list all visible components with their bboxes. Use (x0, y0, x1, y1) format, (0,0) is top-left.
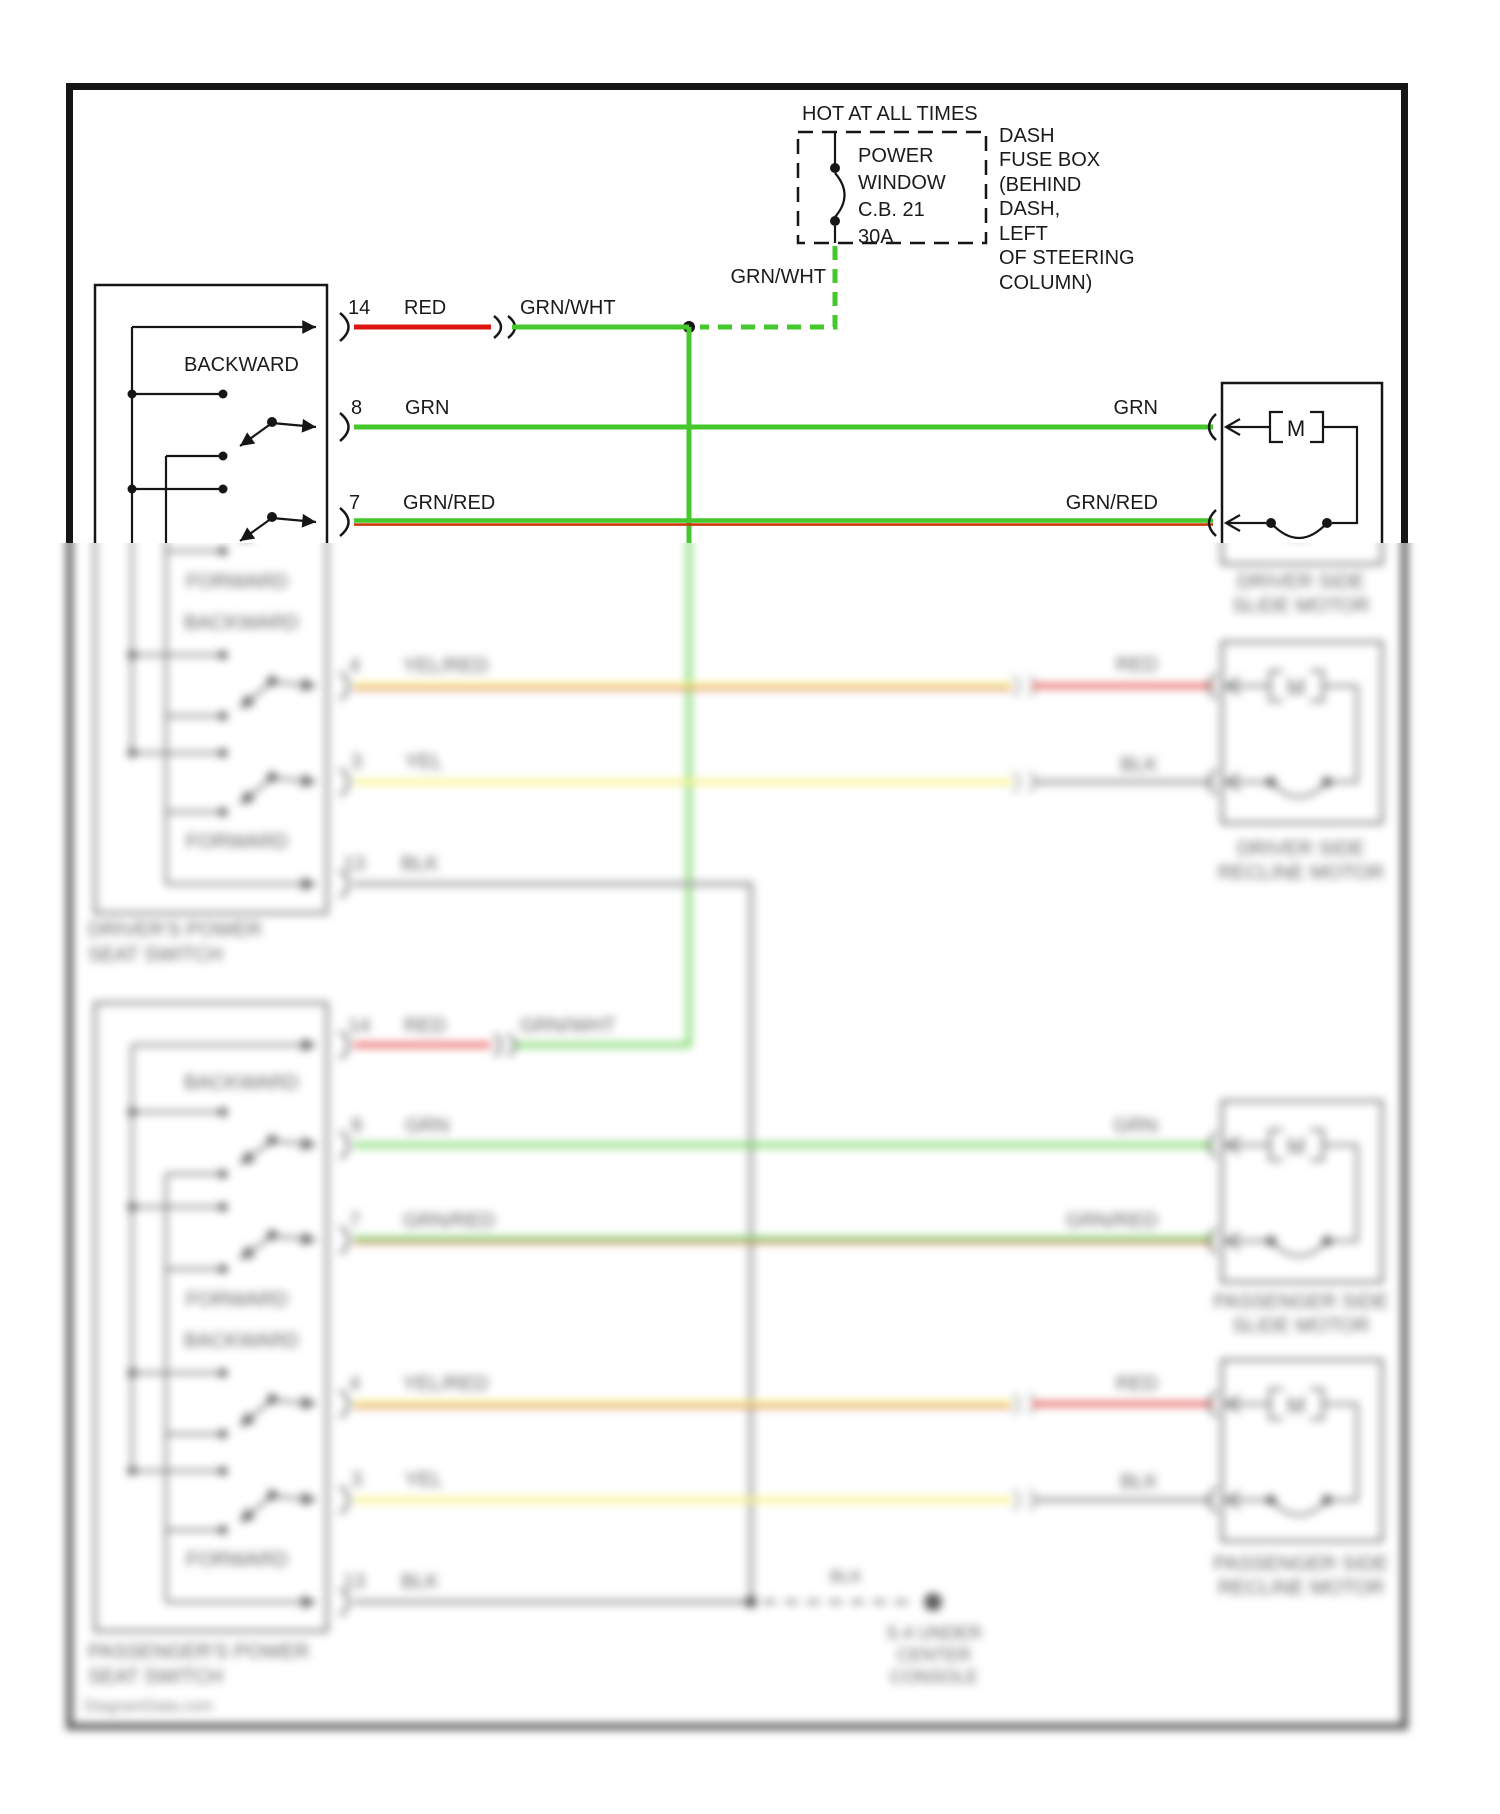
wire-feed-grnwht-dashed (700, 246, 838, 330)
feed-wire-color-label: GRN/WHT (730, 266, 826, 288)
wire-color-label: BLK (401, 853, 439, 875)
ground-point-dot (924, 1593, 942, 1611)
wire-color-label: GRN (1113, 397, 1158, 419)
pin-number-label: 7 (349, 492, 361, 514)
ground-name-line: CENTER (896, 1645, 971, 1665)
fusebox-location-line: DASH (999, 125, 1055, 147)
switch-position-label: BACKWARD (184, 1072, 299, 1094)
wire-color-label: GRN/RED (403, 492, 496, 514)
watermark: DiagramData.com (84, 1698, 213, 1715)
ground-name-line: CONSOLE (889, 1667, 979, 1687)
switch-position-label: BACKWARD (184, 1330, 299, 1352)
wire-color-label: YEL (405, 1469, 443, 1491)
pin-number-label: 14 (348, 1015, 371, 1037)
pin-connectors (339, 312, 350, 537)
wire-color-label: BLK (1120, 754, 1158, 776)
passenger-seat-switch (95, 1003, 327, 1631)
pin-number-label: 8 (351, 397, 363, 419)
fusebox-location-line: (BEHIND (999, 174, 1082, 196)
wire-color-label: BLK (830, 1567, 863, 1586)
motor-name-line: PASSENGER SIDE (1213, 1291, 1389, 1313)
switch-position-label: BACKWARD (184, 612, 299, 634)
wire-color-label: YEL/RED (403, 1373, 489, 1395)
passenger-recline-motor (1207, 1358, 1384, 1543)
wire-color-label: YEL/RED (403, 655, 489, 677)
motor-name-line: PASSENGER SIDE (1213, 1553, 1389, 1575)
breaker-name-line: C.B. 21 (858, 199, 925, 221)
wire-color-label: GRN (405, 1115, 450, 1137)
driver-switch-name-line: DRIVER'S POWER (88, 919, 262, 941)
switch-position-label: FORWARD (186, 1289, 289, 1311)
wire-color-label: GRN/RED (403, 1210, 496, 1232)
motor-name-line: SLIDE MOTOR (1232, 595, 1370, 617)
wire-color-label: GRN/RED (1065, 492, 1158, 514)
fusebox-location-line: LEFT (999, 223, 1048, 245)
motor-name-line: SLIDE MOTOR (1232, 1315, 1370, 1337)
passenger-switch-wires (354, 1033, 1213, 1611)
driver-switch-wires (354, 315, 1213, 526)
wire-color-label: GRN/WHT (520, 1015, 616, 1037)
pin-number-label: 4 (349, 1373, 361, 1395)
wire-color-label: BLK (1120, 1471, 1158, 1493)
page-border (66, 83, 1408, 543)
passenger-switch-name-line: SEAT SWITCH (88, 1666, 223, 1688)
wire-d13-blk (354, 881, 754, 1602)
motor-name-line: DRIVER SIDE (1237, 838, 1365, 860)
wire-color-label: GRN/WHT (520, 297, 616, 319)
wire-color-label: GRN (405, 397, 450, 419)
breaker-name-line: 30A (858, 226, 894, 248)
pin-number-label: 4 (349, 655, 361, 677)
breaker-name-line: WINDOW (858, 172, 946, 194)
driver-switch-name-line: SEAT SWITCH (88, 944, 223, 966)
fusebox-location-line: FUSE BOX (999, 149, 1101, 171)
motor-name-line: RECLINE MOTOR (1217, 1577, 1385, 1599)
ground-name-line: S.4 UNDER (885, 1623, 983, 1643)
fusebox-location-line: OF STEERING (999, 247, 1135, 269)
switch-position-label: BACKWARD (184, 354, 299, 376)
wire-color-label: GRN/RED (1065, 1210, 1158, 1232)
driver-slide-motor (1207, 381, 1384, 543)
pin-number-label: 14 (348, 297, 371, 319)
pin-number-label: 3 (351, 751, 363, 773)
wire-color-label: GRN (1113, 1115, 1158, 1137)
blk-junction-dot (745, 1596, 757, 1608)
fusebox-location-line: COLUMN) (999, 272, 1093, 294)
breaker-name-line: POWER (858, 145, 934, 167)
motor-name-line: RECLINE MOTOR (1217, 862, 1385, 884)
pin-number-label: 7 (349, 1210, 361, 1232)
fusebox-location-line: DASH, (999, 198, 1061, 220)
motor-name-line: DRIVER SIDE (1237, 571, 1365, 593)
pin-number-label: 13 (343, 1571, 366, 1593)
fuse-box (796, 130, 988, 245)
pin-number-label: 8 (351, 1115, 363, 1137)
switch-position-label: FORWARD (186, 1549, 289, 1571)
passenger-switch-name-line: PASSENGER'S POWER (88, 1641, 310, 1663)
hot-at-all-times-label: HOT AT ALL TIMES (802, 103, 978, 125)
wire-color-label: YEL (405, 751, 443, 773)
passenger-slide-motor (1207, 1099, 1384, 1284)
wire-color-label: RED (404, 297, 447, 319)
wire-color-label: RED (1115, 654, 1158, 676)
wire-color-label: RED (404, 1015, 447, 1037)
wire-color-label: BLK (401, 1571, 439, 1593)
switch-position-label: FORWARD (186, 831, 289, 853)
pin-number-label: 3 (351, 1469, 363, 1491)
wire-color-label: RED (1115, 1373, 1158, 1395)
pin-number-label: 13 (343, 853, 366, 875)
switch-position-label: FORWARD (186, 571, 289, 593)
driver-recline-motor (1207, 640, 1384, 825)
